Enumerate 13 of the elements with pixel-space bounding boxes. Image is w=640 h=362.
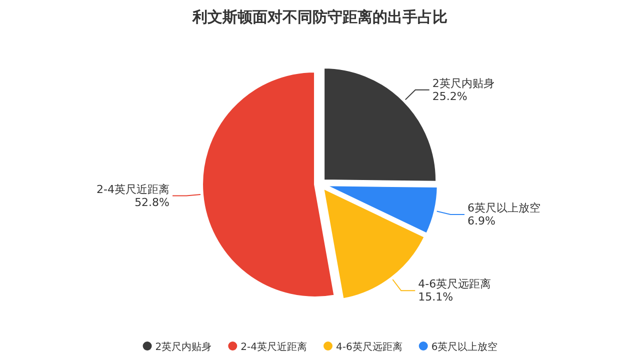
legend-label: 6英尺以上放空 [431,341,498,353]
slice-label: 2-4英尺近距离 [96,182,170,196]
chart-title: 利文斯顿面对不同防守距离的出手占比 [192,8,448,26]
slice-label: 6英尺以上放空 [467,201,540,214]
legend-label: 2-4英尺近距离 [240,341,307,353]
data-label: 6.9% [467,214,496,228]
slice-label: 4-6英尺远距离 [418,278,492,291]
slice-label: 2英尺内贴身 [432,76,494,90]
legend-label: 4-6英尺远距离 [336,341,402,353]
legend-label: 2英尺内贴身 [155,341,212,353]
data-label: 52.8% [134,196,170,209]
data-label: 15.1% [418,290,454,304]
data-label: 25.2% [432,90,468,103]
